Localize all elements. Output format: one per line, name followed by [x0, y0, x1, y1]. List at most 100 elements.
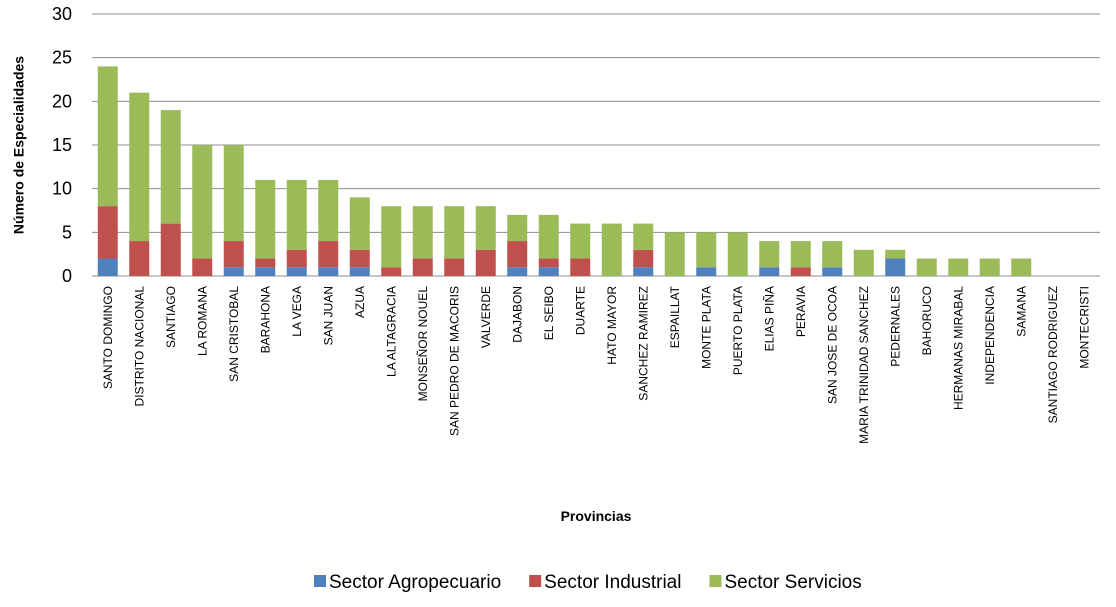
- bar-segment: [318, 179, 339, 242]
- x-tick-label: SANTO DOMINGO: [101, 286, 115, 389]
- bar-segment: [570, 258, 591, 276]
- x-tick-label: INDEPENDENCIA: [983, 286, 997, 385]
- bar-segment: [349, 197, 370, 250]
- bar-segment: [601, 223, 622, 276]
- bar-segment: [318, 241, 339, 268]
- bar-segment: [444, 206, 465, 259]
- x-tick-label: SANCHEZ RAMIREZ: [636, 286, 650, 401]
- bar-segment: [538, 214, 559, 259]
- x-tick-label: DISTRITO NACIONAL: [132, 286, 146, 407]
- x-tick-label: SAMANA: [1014, 286, 1028, 337]
- x-tick-label: SANTIAGO RODRIGUEZ: [1046, 286, 1060, 423]
- x-tick-label: MONTECRISTI: [1077, 286, 1091, 369]
- bar-segment: [444, 258, 465, 276]
- legend-label: Sector Industrial: [544, 572, 681, 593]
- bar-segment: [507, 241, 528, 268]
- bar-segment: [633, 267, 654, 276]
- x-tick-label: MONSEÑOR NOUEL: [416, 286, 430, 402]
- y-tick-label: 5: [62, 222, 72, 242]
- bar-segment: [696, 232, 717, 268]
- bar-segment: [948, 258, 969, 276]
- x-tick-label: MARIA TRINIDAD SANCHEZ: [857, 286, 871, 444]
- y-tick-label: 15: [52, 135, 72, 155]
- bar-segment: [381, 206, 402, 268]
- legend-swatch: [529, 575, 542, 587]
- bar-segment: [286, 267, 307, 276]
- x-tick-label: ESPAILLAT: [668, 285, 682, 348]
- bar-segment: [633, 223, 654, 250]
- bar-segment: [570, 223, 591, 259]
- x-tick-label: SANTIAGO: [164, 286, 178, 348]
- bar-segment: [160, 223, 181, 276]
- bar-segment: [255, 267, 276, 276]
- x-tick-label: LA VEGA: [290, 286, 304, 337]
- x-tick-label: PEDERNALES: [888, 286, 902, 367]
- x-tick-label: SAN CRISTOBAL: [227, 286, 241, 382]
- bar-segment: [286, 249, 307, 268]
- x-tick-label: SAN JUAN: [321, 286, 335, 345]
- bar-segment: [129, 241, 150, 276]
- bar-segment: [885, 249, 906, 259]
- bar-segment: [507, 214, 528, 242]
- legend-label: Sector Servicios: [724, 572, 861, 593]
- bar-segment: [507, 267, 528, 276]
- x-tick-label: BARAHONA: [258, 286, 272, 353]
- bar-segment: [822, 267, 843, 276]
- bar-segment: [759, 241, 780, 268]
- x-tick-label: MONTE PLATA: [699, 286, 713, 369]
- y-axis-title: Número de Especialidades: [11, 56, 27, 234]
- bar-segment: [727, 232, 748, 276]
- x-tick-label: SAN JOSE DE OCOA: [825, 286, 839, 404]
- bar-segment: [979, 258, 1000, 276]
- bar-segment: [192, 145, 213, 259]
- x-tick-label: PERAVIA: [794, 286, 808, 337]
- x-tick-label: ELIAS PIÑA: [762, 286, 776, 351]
- bar-segment: [192, 258, 213, 276]
- y-tick-label: 20: [52, 91, 72, 111]
- x-tick-label: BAHORUCO: [920, 286, 934, 355]
- bar-segment: [349, 267, 370, 276]
- bar-segment: [255, 179, 276, 259]
- legend-swatch: [314, 575, 326, 587]
- bar-segment: [664, 232, 685, 276]
- x-tick-label: HERMANAS MIRABAL: [951, 286, 965, 410]
- y-tick-label: 10: [52, 179, 72, 199]
- bar-segment: [916, 258, 937, 276]
- bar-segment: [223, 267, 244, 276]
- bar-segment: [790, 241, 811, 268]
- bar-segment: [822, 241, 843, 268]
- bar-segment: [538, 267, 559, 276]
- y-tick-label: 30: [52, 4, 72, 24]
- bar-segment: [255, 258, 276, 268]
- bar-segment: [885, 258, 906, 276]
- bar-segment: [318, 267, 339, 276]
- x-tick-label: HATO MAYOR: [605, 286, 619, 365]
- bar-segment: [475, 206, 496, 250]
- x-tick-label: DAJABON: [510, 286, 524, 343]
- bar-segment: [97, 206, 118, 259]
- bar-segment: [538, 258, 559, 268]
- bar-segment: [381, 267, 402, 276]
- bar-segment: [129, 92, 150, 242]
- bar-segment: [223, 145, 244, 242]
- bar-segment: [97, 66, 118, 207]
- x-tick-label: VALVERDE: [479, 286, 493, 348]
- bar-segment: [853, 249, 874, 276]
- bar-segment: [1011, 258, 1032, 276]
- bar-segment: [633, 249, 654, 268]
- bar-segment: [696, 267, 717, 276]
- x-tick-label: PUERTO PLATA: [731, 286, 745, 375]
- bar-segment: [475, 249, 496, 276]
- bar-segment: [286, 179, 307, 250]
- x-axis-title: Provincias: [561, 508, 632, 524]
- bar-segment: [160, 110, 181, 224]
- x-tick-label: EL SEIBO: [542, 286, 556, 340]
- bar-segment: [759, 267, 780, 276]
- legend-label: Sector Agropecuario: [329, 572, 501, 593]
- bar-segment: [97, 258, 118, 276]
- bar-segment: [412, 258, 433, 276]
- legend-swatch: [709, 575, 722, 587]
- x-tick-label: AZUA: [353, 286, 367, 318]
- x-tick-label: LA ALTAGRACIA: [384, 286, 398, 377]
